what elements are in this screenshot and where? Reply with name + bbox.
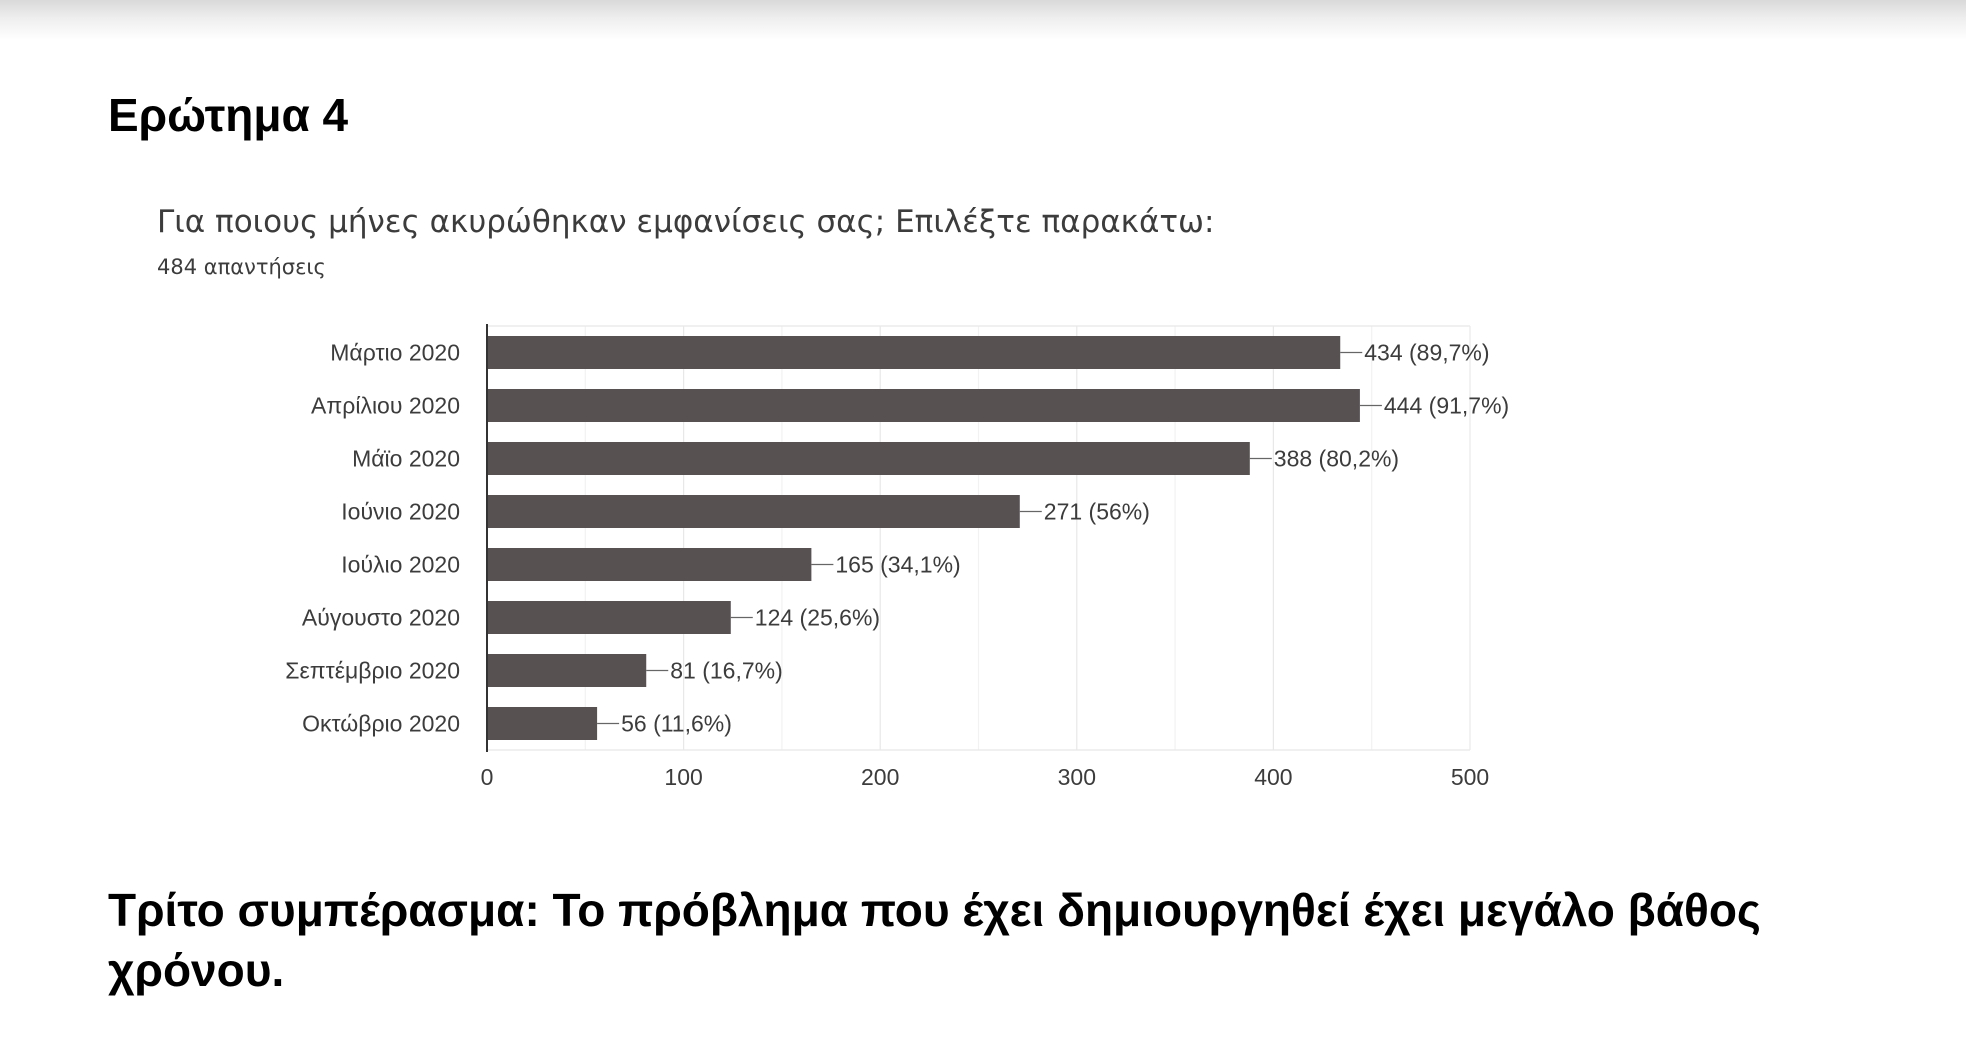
data-label: 434 (89,7%) (1364, 340, 1489, 366)
question-title: Για ποιους μήνες ακυρώθηκαν εμφανίσεις σ… (157, 204, 1215, 240)
category-label: Αύγουστο 2020 (302, 605, 460, 631)
bar (487, 548, 812, 581)
data-label: 81 (16,7%) (670, 658, 783, 684)
data-label: 388 (80,2%) (1274, 446, 1399, 472)
x-tick-label: 100 (664, 764, 702, 790)
category-label: Μάϊο 2020 (352, 446, 460, 472)
data-label: 271 (56%) (1044, 499, 1150, 525)
bar (487, 336, 1341, 369)
category-label: Ιούλιο 2020 (341, 552, 460, 578)
category-label: Απρίλιου 2020 (311, 393, 460, 419)
bar (487, 495, 1020, 528)
category-label: Οκτώβριο 2020 (302, 711, 460, 737)
bar (487, 442, 1250, 475)
bar (487, 654, 647, 687)
x-tick-label: 500 (1451, 764, 1489, 790)
top-shadow-bar (0, 0, 1966, 40)
category-label: Σεπτέμβριο 2020 (285, 658, 460, 684)
category-label: Ιούνιο 2020 (341, 499, 460, 525)
response-count: 484 απαντήσεις (157, 255, 326, 279)
x-tick-label: 0 (481, 764, 494, 790)
x-tick-label: 200 (861, 764, 899, 790)
data-label: 165 (34,1%) (835, 552, 960, 578)
bar (487, 707, 598, 740)
bar (487, 389, 1360, 422)
data-label: 56 (11,6%) (621, 711, 732, 737)
section-heading: Ερώτημα 4 (108, 89, 349, 141)
data-label: 124 (25,6%) (755, 605, 880, 631)
category-label: Μάρτιο 2020 (330, 340, 460, 366)
x-tick-label: 300 (1058, 764, 1096, 790)
bar (487, 601, 731, 634)
data-label: 444 (91,7%) (1384, 393, 1509, 419)
x-tick-label: 400 (1254, 764, 1292, 790)
bar-chart: Μάρτιο 2020 434 (89,7%) Απρίλιου 2020 444 (… (285, 324, 1509, 790)
conclusion-text: Τρίτο συμπέρασμα: Το πρόβλημα που έχει δ… (108, 884, 1761, 996)
